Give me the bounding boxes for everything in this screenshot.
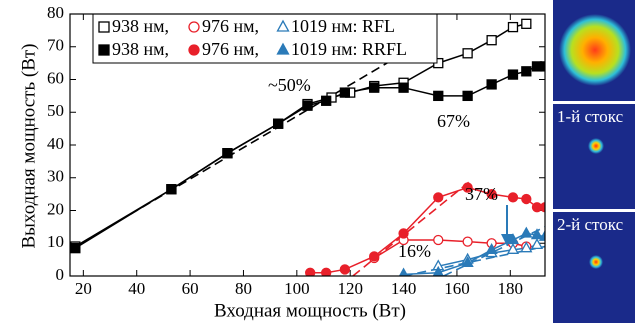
marker — [99, 22, 109, 32]
x-tick-label: 180 — [498, 279, 524, 298]
x-tick-label: 120 — [337, 279, 363, 298]
x-tick-label: 100 — [284, 279, 310, 298]
inset-label: 1-й стокс — [557, 107, 624, 126]
marker — [522, 67, 531, 76]
y-tick-label: 70 — [47, 36, 64, 55]
annotation: ~50% — [268, 75, 311, 95]
y-tick-label: 50 — [47, 101, 64, 120]
marker — [522, 19, 531, 28]
marker — [463, 49, 472, 58]
x-tick-label: 80 — [235, 279, 252, 298]
beam-spot — [588, 138, 604, 154]
y-tick-label: 0 — [56, 265, 65, 284]
beam-spot — [559, 14, 631, 86]
marker — [370, 83, 379, 92]
inset-label: 2-й стокс — [557, 215, 624, 234]
marker — [167, 185, 176, 194]
legend-label: 938 нм, — [112, 16, 169, 36]
legend: 938 нм, 976 нм, 1019 нм: RFL 938 нм, 976 нм,… — [93, 14, 437, 63]
annotation: 16% — [398, 241, 431, 261]
annotation: 67% — [437, 111, 470, 131]
y-tick-label: 10 — [47, 232, 64, 251]
x-tick-label: 60 — [182, 279, 199, 298]
insets: 1-й стокс 2-й стокс — [553, 0, 635, 323]
marker — [99, 45, 109, 55]
marker — [522, 195, 531, 204]
legend-label: 938 нм, — [112, 39, 169, 59]
y-tick-label: 60 — [47, 68, 64, 87]
marker — [508, 70, 517, 79]
marker — [399, 229, 408, 238]
y-axis-label: Выходная мощность (Вт) — [18, 43, 39, 248]
marker — [189, 45, 199, 55]
fit-line — [353, 181, 470, 276]
x-axis-label: Входная мощность (Вт) — [214, 300, 406, 321]
marker — [370, 252, 379, 261]
x-tick-label: 160 — [444, 279, 470, 298]
marker — [434, 235, 443, 244]
marker — [322, 96, 331, 105]
marker — [521, 228, 531, 237]
legend-label: 976 нм, — [202, 39, 259, 59]
marker — [434, 91, 443, 100]
x-tick-label: 20 — [75, 279, 92, 298]
marker — [463, 91, 472, 100]
marker — [303, 101, 312, 110]
x-tick-label: 40 — [128, 279, 145, 298]
y-tick-label: 80 — [47, 3, 64, 22]
marker — [274, 119, 283, 128]
y-tick-label: 30 — [47, 167, 64, 186]
marker — [487, 80, 496, 89]
marker — [71, 244, 80, 253]
marker — [508, 23, 517, 32]
marker — [463, 237, 472, 246]
marker — [340, 265, 349, 274]
x-tick-label: 140 — [391, 279, 417, 298]
marker — [189, 22, 199, 32]
marker — [340, 88, 349, 97]
annotation: 37% — [465, 184, 498, 204]
marker — [223, 149, 232, 158]
beam-spot — [589, 255, 603, 269]
y-tick-label: 20 — [47, 199, 64, 218]
marker — [399, 83, 408, 92]
legend-label: 976 нм, — [202, 16, 259, 36]
figure: 1-й стокс 2-й стокс Входная мощность (Вт… — [0, 0, 635, 323]
legend-label: 1019 нм: RRFL — [291, 39, 407, 59]
legend-label: 1019 нм: RFL — [291, 16, 395, 36]
marker — [508, 193, 517, 202]
marker — [487, 36, 496, 45]
marker — [434, 193, 443, 202]
y-tick-label: 40 — [47, 134, 64, 153]
